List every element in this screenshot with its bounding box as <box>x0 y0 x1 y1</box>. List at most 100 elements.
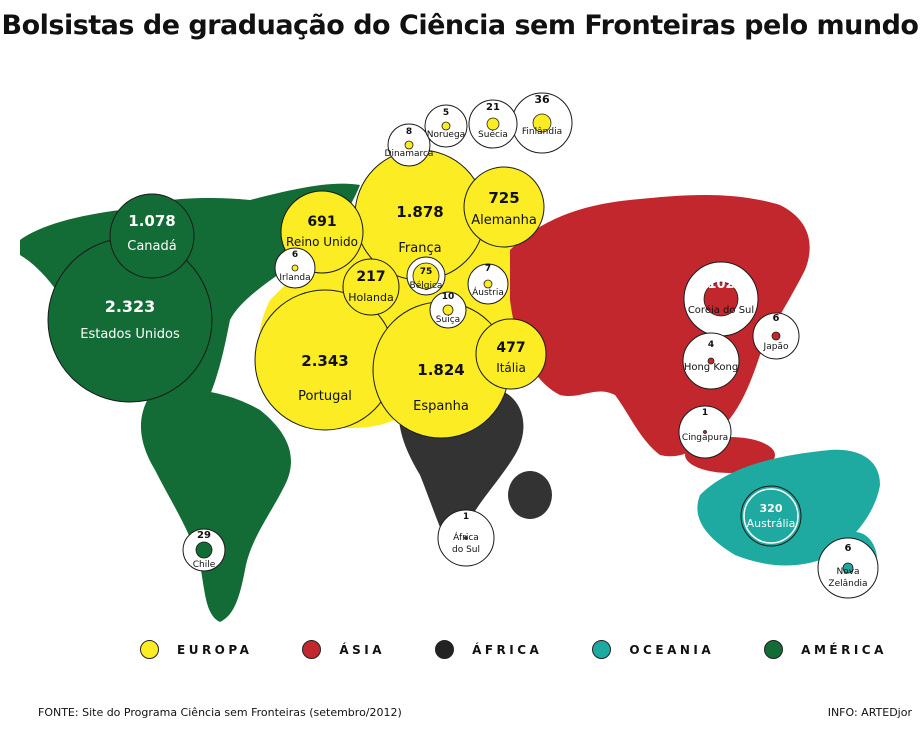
bubble-value-espanha: 1.824 <box>417 361 464 379</box>
bubble-cingapura: 1 Cingapura <box>678 405 732 459</box>
bubble-value-irlanda: 6 <box>292 250 298 260</box>
country-bubbles: 2.323 Estados Unidos 1.078 Canadá 29 Chile 2.3… <box>47 92 879 599</box>
legend: EUROPA ÁSIA ÁFRICA OCEANIA AMÉRICA <box>140 640 920 659</box>
bubble-dot-belgica <box>412 262 440 290</box>
bubble-japao: 6 Japão <box>752 312 800 360</box>
bubble-dot-suica <box>442 304 454 316</box>
legend-label-oceania: OCEANIA <box>629 642 715 657</box>
bubble-name-estados-unidos: Estados Unidos <box>80 327 180 342</box>
bubble-dot-noruega <box>441 121 451 131</box>
bubble-value-portugal: 2.343 <box>301 352 348 370</box>
bubble-value-chile: 29 <box>197 530 211 541</box>
bubble-value-hong-kong: 4 <box>708 340 714 350</box>
bubble-hong-kong: 4 Hong Kong <box>682 332 740 390</box>
bubble-value-holanda: 217 <box>356 269 385 285</box>
bubble-value-finlandia: 36 <box>534 93 550 106</box>
bubble-value-alemanha: 725 <box>488 189 519 207</box>
bubble-name-nova-zelandia: Nova <box>836 567 859 577</box>
south-america-shape <box>140 390 291 622</box>
bubble-name-holanda: Holanda <box>348 291 394 304</box>
bubble-value-estados-unidos: 2.323 <box>105 297 156 316</box>
bubble-irlanda: 6 Irlanda <box>274 247 316 289</box>
bubble-name-belgica: Bélgica <box>410 280 443 291</box>
bubble-value-italia: 477 <box>496 340 525 356</box>
bubble-suecia: 21 Suécia <box>468 99 518 149</box>
legend-label-asia: ÁSIA <box>339 642 386 657</box>
bubble-dot-finlandia <box>532 113 552 133</box>
bubble-espanha: 1.824 Espanha <box>372 301 510 439</box>
bubble-value-belgica: 75 <box>420 267 433 277</box>
bubble-name-reino-unido: Reino Unido <box>286 235 358 249</box>
bubble-name-noruega: Noruega <box>427 130 465 140</box>
bubble-value-franca: 1.878 <box>396 203 443 221</box>
bubble-value-dinamarca: 8 <box>406 127 412 137</box>
bubble-dot-dinamarca <box>404 140 414 150</box>
bubble-name-cingapura: Cingapura <box>682 433 728 443</box>
bubble-coreia-do-sul: 102 Coréia do Sul <box>683 261 759 337</box>
bubble-value-noruega: 5 <box>443 108 449 118</box>
bubble-value-cingapura: 1 <box>702 408 708 418</box>
footer-credit: INFO: ARTEDjor <box>827 706 912 719</box>
legend-dot-america <box>764 640 784 659</box>
bubble-value-coreia-do-sul: 102 <box>707 277 734 292</box>
legend-dot-oceania <box>592 640 612 659</box>
bubble-suica: 10 Suiça <box>429 291 467 329</box>
bubble-value-africa-do-sul: 1 <box>463 512 469 522</box>
bubble-name-hong-kong: Hong Kong <box>684 362 738 373</box>
bubble-nova-zelandia: 6 Nova Zelândia <box>817 537 879 599</box>
bubble-name-suica: Suiça <box>436 315 460 325</box>
bubble-name-australia: Austrália <box>747 517 796 530</box>
bubble-name-nova-zelandia: Zelândia <box>828 579 867 589</box>
bubble-circle-australia <box>740 485 802 547</box>
bubble-dot-africa-do-sul <box>464 536 468 540</box>
legend-item-oceania: OCEANIA <box>592 640 714 659</box>
bubble-name-canada: Canadá <box>127 239 176 254</box>
bubble-name-coreia-do-sul: Coréia do Sul <box>688 304 754 316</box>
bubble-noruega: 5 Noruega <box>424 104 468 148</box>
bubble-circle-holanda <box>342 258 400 316</box>
bubble-dot-hong-kong <box>707 357 715 365</box>
legend-label-africa: ÁFRICA <box>472 642 543 657</box>
bubble-holanda: 217 Holanda <box>342 258 400 316</box>
bubble-italia: 477 Itália <box>475 318 547 390</box>
bubble-name-franca: França <box>398 241 441 256</box>
bubble-value-nova-zelandia: 6 <box>845 543 852 554</box>
bubble-finlandia: 36 Finlândia <box>511 92 573 154</box>
bubble-australia: 320 Austrália <box>740 485 802 547</box>
bubble-value-canada: 1.078 <box>128 212 175 230</box>
legend-item-europa: EUROPA <box>140 640 252 659</box>
bubble-dot-chile <box>195 541 213 559</box>
bubble-name-dinamarca: Dinamarca <box>385 149 434 159</box>
bubble-name-alemanha: Alemanha <box>471 213 537 228</box>
bubble-circle-canada <box>109 193 195 279</box>
legend-item-africa: ÁFRICA <box>435 640 542 659</box>
bubble-canada: 1.078 Canadá <box>109 193 195 279</box>
bubble-dot-coreia-do-sul <box>703 281 739 317</box>
bubble-name-italia: Itália <box>496 361 526 375</box>
bubble-dot-irlanda <box>291 264 299 272</box>
bubble-name-portugal: Portugal <box>298 389 352 404</box>
legend-item-asia: ÁSIA <box>302 640 385 659</box>
bubble-dot-suecia <box>486 117 500 131</box>
madagascar-shape <box>508 471 552 519</box>
bubble-ring-australia <box>743 488 799 544</box>
bubble-circle-italia <box>475 318 547 390</box>
map-title: Bolsistas de graduação do Ciência sem Fr… <box>1 10 919 41</box>
bubble-value-austria: 7 <box>485 264 491 274</box>
bubble-circle-alemanha <box>463 166 545 248</box>
asia-shape <box>510 195 810 457</box>
legend-dot-asia <box>302 640 322 659</box>
bubble-name-espanha: Espanha <box>413 399 469 414</box>
bubble-value-suecia: 21 <box>486 102 500 113</box>
bubble-value-australia: 320 <box>760 502 783 515</box>
bubble-dot-japao <box>771 331 781 341</box>
legend-dot-europa <box>140 640 159 659</box>
footer-source: FONTE: Site do Programa Ciência sem Fron… <box>38 706 402 719</box>
bubble-name-suecia: Suécia <box>478 129 508 140</box>
legend-label-europa: EUROPA <box>177 642 253 657</box>
bubble-name-austria: Áustria <box>472 286 504 298</box>
bubble-africa-do-sul: 1 África do Sul <box>437 509 495 567</box>
bubble-chile: 29 Chile <box>182 528 226 572</box>
bubble-dot-nova-zelandia <box>842 562 854 574</box>
bubble-dot-austria <box>483 279 493 289</box>
